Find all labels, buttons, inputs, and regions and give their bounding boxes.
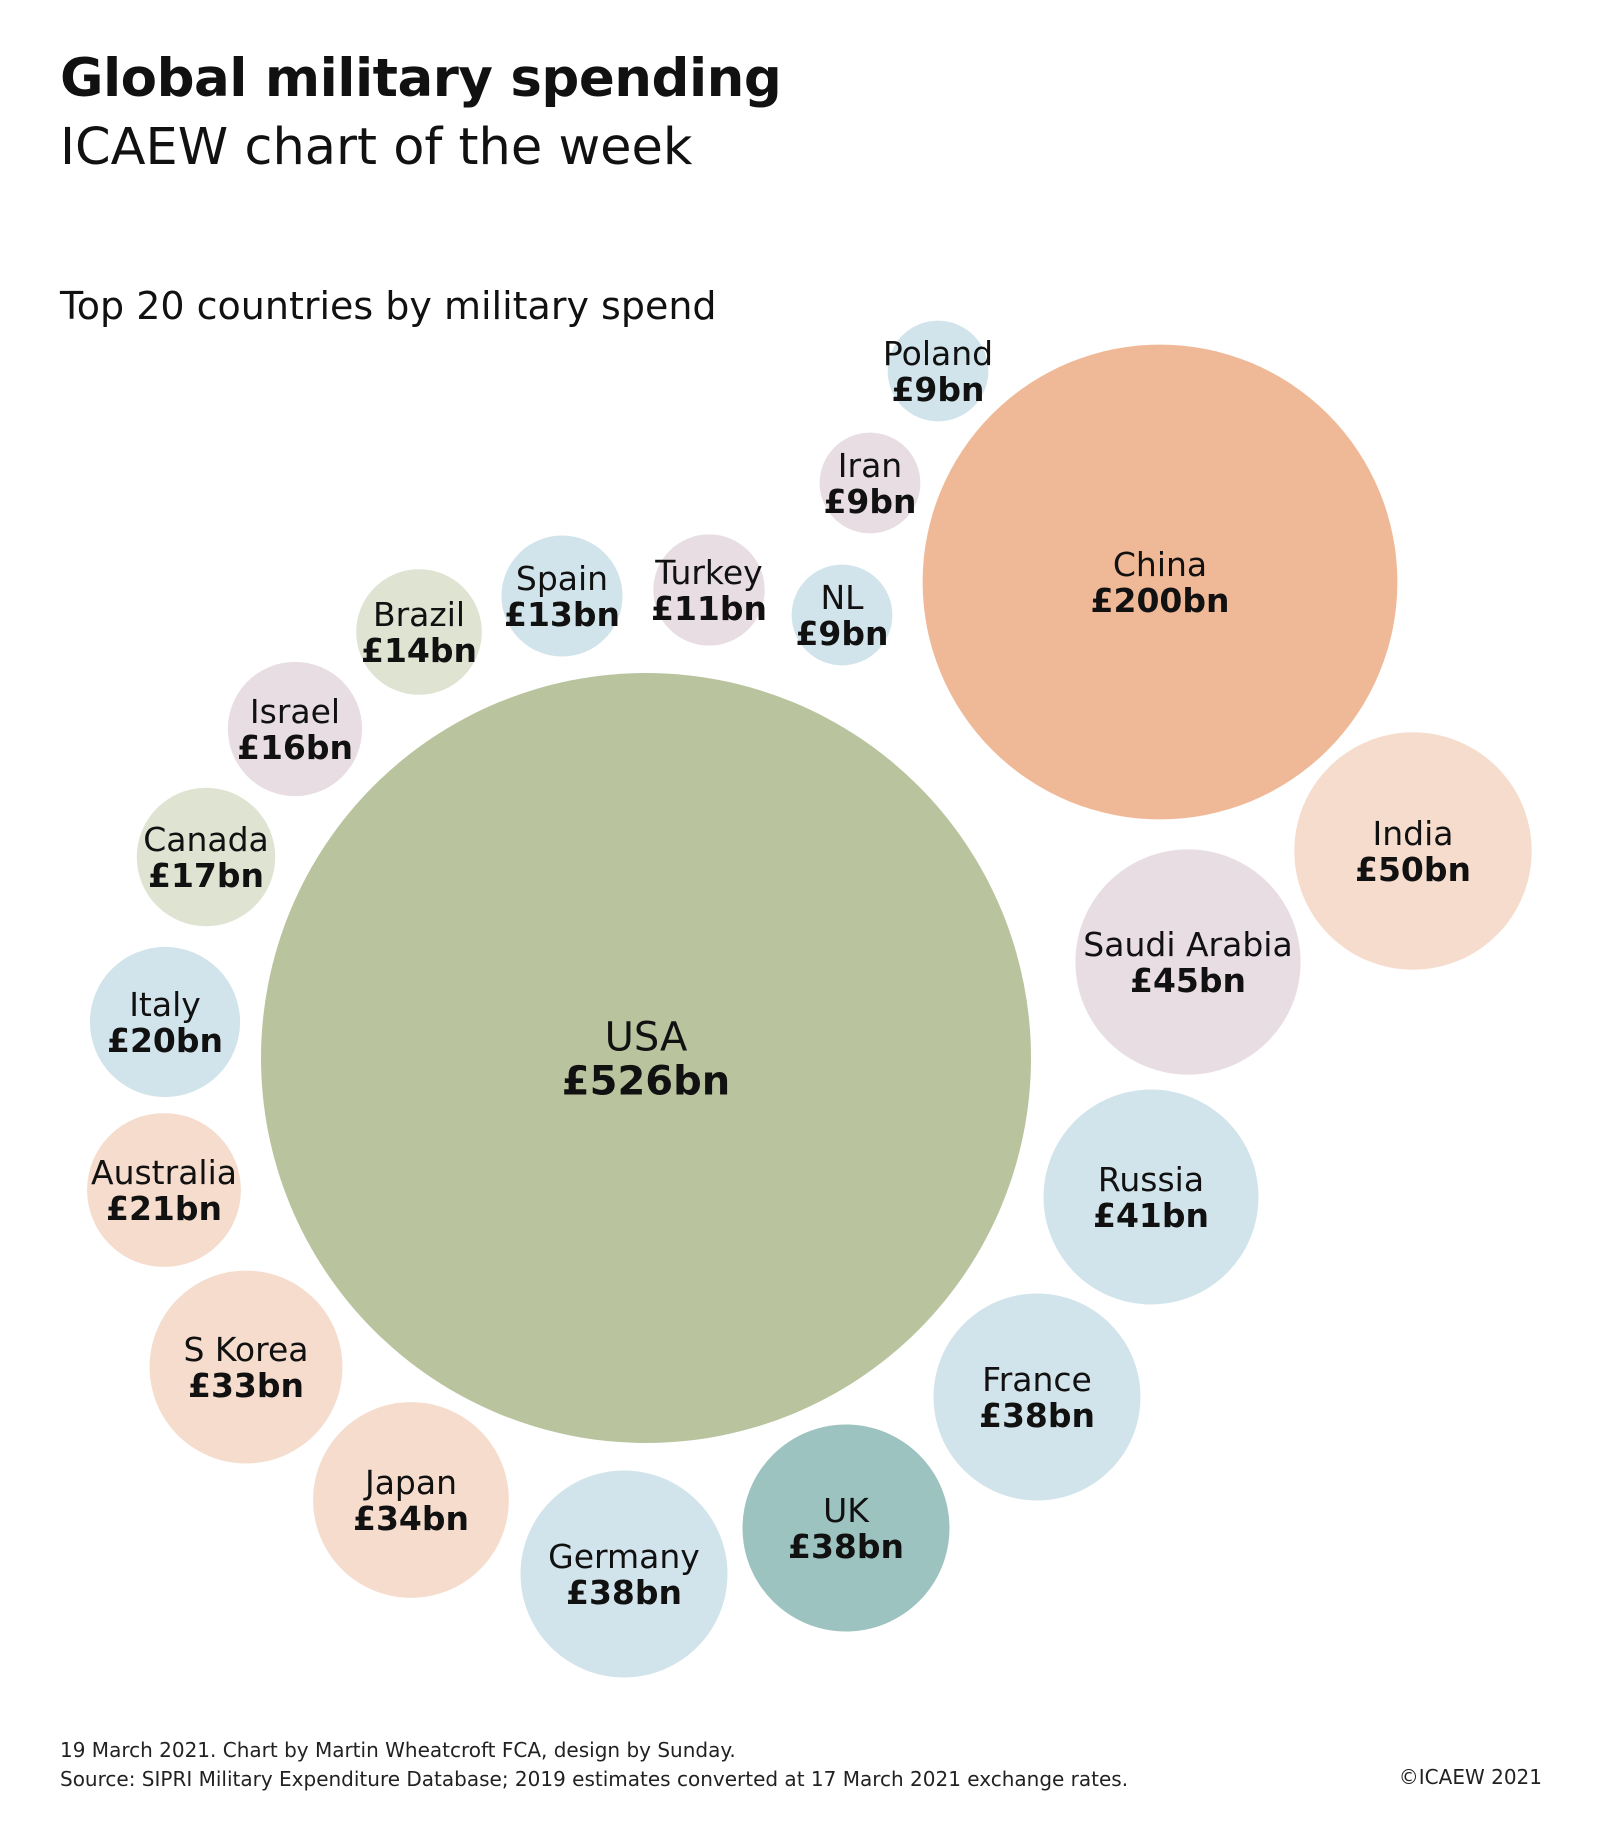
bubble-label-china: China — [1113, 545, 1207, 584]
bubble-value-spain: £13bn — [504, 595, 620, 634]
bubble-iran: Iran£9bn — [819, 432, 921, 534]
copyright-notice: ©ICAEW 2021 — [1398, 1765, 1542, 1789]
bubble-value-germany: £38bn — [566, 1573, 682, 1612]
bubble-label-israel: Israel — [250, 692, 340, 731]
bubble-nl: NL£9bn — [791, 564, 893, 666]
bubble-france: France£38bn — [933, 1293, 1141, 1501]
bubble-value-australia: £21bn — [106, 1189, 222, 1228]
bubble-label-iran: Iran — [838, 446, 902, 485]
page-subtitle: ICAEW chart of the week — [60, 118, 693, 177]
bubble-circle-france — [933, 1293, 1141, 1501]
bubble-label-uk: UK — [823, 1491, 870, 1530]
bubble-brazil: Brazil£14bn — [356, 569, 482, 695]
bubble-label-australia: Australia — [91, 1153, 237, 1192]
bubble-uk: UK£38bn — [742, 1424, 950, 1632]
bubble-value-brazil: £14bn — [361, 631, 477, 670]
bubble-circle-canada — [136, 787, 276, 927]
bubble-italy: Italy£20bn — [89, 946, 241, 1098]
bubble-value-turkey: £11bn — [651, 589, 767, 628]
bubble-label-germany: Germany — [548, 1537, 700, 1576]
bubble-value-saudi-arabia: £45bn — [1130, 961, 1246, 1000]
bubble-label-usa: USA — [605, 1014, 688, 1060]
bubble-label-saudi-arabia: Saudi Arabia — [1083, 925, 1292, 964]
bubble-label-turkey: Turkey — [654, 553, 762, 592]
bubble-circle-australia — [87, 1113, 241, 1267]
bubble-value-japan: £34bn — [353, 1499, 469, 1538]
bubble-circle-usa — [261, 673, 1031, 1443]
bubble-label-nl: NL — [820, 578, 864, 617]
bubble-label-india: India — [1373, 814, 1454, 853]
bubble-label-brazil: Brazil — [373, 595, 465, 634]
bubble-india: India£50bn — [1294, 732, 1532, 970]
bubble-value-russia: £41bn — [1093, 1196, 1209, 1235]
bubble-circle-uk — [742, 1424, 950, 1632]
bubble-israel: Israel£16bn — [227, 661, 363, 797]
bubble-circle-saudi-arabia — [1075, 849, 1301, 1075]
bubble-value-usa: £526bn — [562, 1058, 730, 1104]
bubble-circle-turkey — [653, 534, 765, 646]
bubble-value-israel: £16bn — [237, 728, 353, 767]
bubble-circle-iran — [819, 432, 921, 534]
chart-title: Top 20 countries by military spend — [60, 284, 717, 328]
bubble-value-nl: £9bn — [795, 614, 888, 653]
bubble-circle-s-korea — [149, 1270, 343, 1464]
bubble-circle-israel — [227, 661, 363, 797]
bubble-spain: Spain£13bn — [501, 535, 623, 657]
bubble-australia: Australia£21bn — [87, 1113, 241, 1267]
bubble-value-iran: £9bn — [823, 482, 916, 521]
chart-footer: 19 March 2021. Chart by Martin Wheatcrof… — [60, 1736, 1128, 1794]
bubble-canada: Canada£17bn — [136, 787, 276, 927]
bubble-label-canada: Canada — [143, 820, 269, 859]
bubble-circle-russia — [1043, 1089, 1259, 1305]
bubble-circle-japan — [313, 1402, 509, 1598]
bubble-circle-india — [1294, 732, 1532, 970]
bubble-circle-poland — [887, 320, 989, 422]
bubble-circle-spain — [501, 535, 623, 657]
bubble-value-italy: £20bn — [107, 1021, 223, 1060]
bubble-circle-china — [922, 344, 1398, 820]
bubble-value-s-korea: £33bn — [188, 1366, 304, 1405]
bubble-china: China£200bn — [922, 344, 1398, 820]
page-title: Global military spending — [60, 48, 782, 109]
bubble-value-uk: £38bn — [788, 1527, 904, 1566]
bubble-label-italy: Italy — [129, 985, 201, 1024]
bubble-value-canada: £17bn — [148, 856, 264, 895]
bubble-label-france: France — [982, 1360, 1092, 1399]
bubble-russia: Russia£41bn — [1043, 1089, 1259, 1305]
bubble-saudi-arabia: Saudi Arabia£45bn — [1075, 849, 1301, 1075]
bubble-japan: Japan£34bn — [313, 1402, 509, 1598]
footer-source: Source: SIPRI Military Expenditure Datab… — [60, 1767, 1129, 1791]
bubble-label-s-korea: S Korea — [184, 1330, 309, 1369]
bubble-value-china: £200bn — [1091, 581, 1230, 620]
bubble-circle-italy — [89, 946, 241, 1098]
bubble-usa: USA£526bn — [261, 673, 1031, 1443]
bubble-label-japan: Japan — [363, 1463, 457, 1502]
bubble-turkey: Turkey£11bn — [651, 534, 767, 646]
bubble-germany: Germany£38bn — [520, 1470, 728, 1678]
bubble-value-india: £50bn — [1355, 850, 1471, 889]
bubble-label-russia: Russia — [1098, 1160, 1204, 1199]
footer-credit: 19 March 2021. Chart by Martin Wheatcrof… — [60, 1738, 736, 1762]
bubble-circle-germany — [520, 1470, 728, 1678]
bubble-s-korea: S Korea£33bn — [149, 1270, 343, 1464]
bubble-circle-nl — [791, 564, 893, 666]
bubble-poland: Poland£9bn — [883, 320, 993, 422]
bubble-value-france: £38bn — [979, 1396, 1095, 1435]
bubble-value-poland: £9bn — [891, 370, 984, 409]
bubble-label-spain: Spain — [516, 559, 608, 598]
bubble-label-poland: Poland — [883, 334, 993, 373]
bubble-circle-brazil — [356, 569, 482, 695]
